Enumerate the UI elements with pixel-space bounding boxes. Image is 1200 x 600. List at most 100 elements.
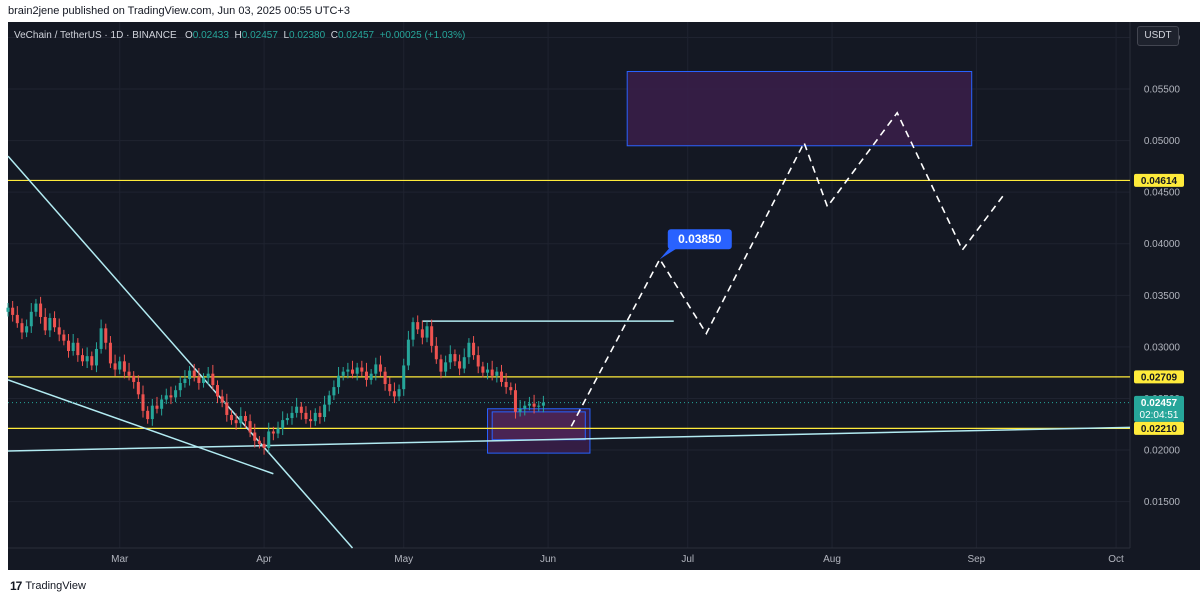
candle-body — [15, 314, 19, 324]
candle-body — [406, 339, 410, 366]
y-tick-label: 0.05000 — [1144, 136, 1181, 147]
candle-body — [234, 420, 238, 424]
candle-body — [11, 307, 15, 315]
candle-body — [309, 419, 313, 422]
candle-body — [169, 395, 173, 398]
x-tick-label: Jun — [540, 554, 556, 565]
candle-body — [467, 342, 471, 358]
candle-body — [141, 394, 145, 411]
candle-body — [281, 420, 285, 429]
candle-body — [76, 342, 80, 356]
high-value: 0.02457 — [241, 30, 278, 41]
candle-body — [332, 387, 336, 396]
y-tick-label: 0.05500 — [1144, 85, 1181, 96]
candle-body — [355, 367, 359, 374]
candle-body — [285, 418, 289, 421]
price-scale[interactable] — [1130, 22, 1200, 570]
candle-body — [174, 390, 178, 398]
candle-body — [504, 381, 508, 388]
candle-body — [290, 412, 294, 419]
candle-body — [481, 366, 485, 373]
candle-body — [323, 404, 327, 418]
candle-body — [127, 371, 131, 376]
candle-body — [53, 318, 57, 328]
candle-body — [202, 377, 206, 383]
candle-body — [472, 342, 476, 356]
candle-body — [397, 389, 401, 397]
candle-body — [439, 359, 443, 372]
candle-body — [122, 361, 126, 372]
candle-body — [378, 364, 382, 372]
x-tick-label: Sep — [967, 554, 985, 565]
candle-body — [360, 367, 364, 372]
candle-body — [257, 440, 261, 444]
candle-body — [364, 371, 368, 380]
candle-body — [537, 405, 541, 407]
price-label: 0.04614 — [1141, 176, 1178, 187]
candle-body — [225, 402, 229, 415]
tradingview-logo[interactable]: 17 TradingView — [10, 579, 86, 593]
candle-body — [20, 323, 24, 333]
candle-body — [71, 342, 75, 352]
candle-body — [164, 395, 168, 400]
candle-body — [383, 371, 387, 385]
price-label-box — [1134, 395, 1184, 422]
candle-body — [29, 311, 33, 327]
candle-body — [337, 375, 341, 388]
candle-body — [271, 431, 275, 434]
target-zone — [626, 71, 973, 147]
candle-body — [197, 376, 201, 383]
tradingview-logo-icon: 17 — [10, 579, 22, 593]
x-tick-label: Apr — [256, 554, 272, 565]
candle-body — [25, 326, 29, 333]
candle-body — [402, 365, 406, 390]
candle-body — [388, 384, 392, 392]
currency-button[interactable]: USDT — [1137, 26, 1179, 46]
candle-body — [118, 361, 122, 370]
candle-body — [476, 355, 480, 367]
candle-body — [295, 406, 299, 413]
candle-body — [527, 403, 531, 406]
candle-body — [90, 356, 94, 366]
candle-body — [430, 326, 434, 346]
price-label-box — [1134, 421, 1184, 435]
candle-body — [155, 405, 159, 409]
candle-body — [448, 354, 452, 363]
candle-body — [434, 345, 438, 360]
price-label: 0.02210 — [1141, 424, 1178, 435]
candle-body — [453, 354, 457, 362]
candle-body — [341, 371, 345, 376]
y-tick-label: 0.03500 — [1144, 291, 1181, 302]
candle-body — [220, 396, 224, 403]
candle-body — [523, 405, 527, 409]
candle-body — [351, 369, 355, 374]
candle-body — [248, 421, 252, 433]
candle-body — [509, 387, 513, 391]
low-label: L — [283, 30, 290, 41]
y-tick-label: 0.04000 — [1144, 239, 1181, 250]
candle-body — [299, 406, 303, 413]
candle-body — [318, 412, 322, 418]
candle-body — [518, 408, 522, 412]
candle-body — [57, 327, 61, 335]
candle-body — [416, 322, 420, 330]
candle-body — [458, 361, 462, 369]
candle-body — [462, 357, 466, 369]
candle-body — [513, 390, 517, 412]
candle-body — [541, 402, 545, 406]
trendline — [7, 379, 274, 475]
candle-body — [146, 410, 150, 420]
symbol-name: VeChain / TetherUS · 1D · BINANCE — [14, 30, 177, 41]
x-tick-label: Mar — [111, 554, 129, 565]
candle-body — [43, 316, 47, 331]
candle-body — [34, 303, 38, 312]
x-tick-label: Oct — [1108, 554, 1124, 565]
high-label: H — [234, 30, 242, 41]
candle-body — [39, 303, 43, 317]
candle-body — [411, 322, 415, 340]
candle-body — [262, 443, 266, 448]
price-label: 0.02709 — [1141, 372, 1178, 383]
trendline — [7, 155, 354, 549]
candle-body — [229, 414, 233, 421]
